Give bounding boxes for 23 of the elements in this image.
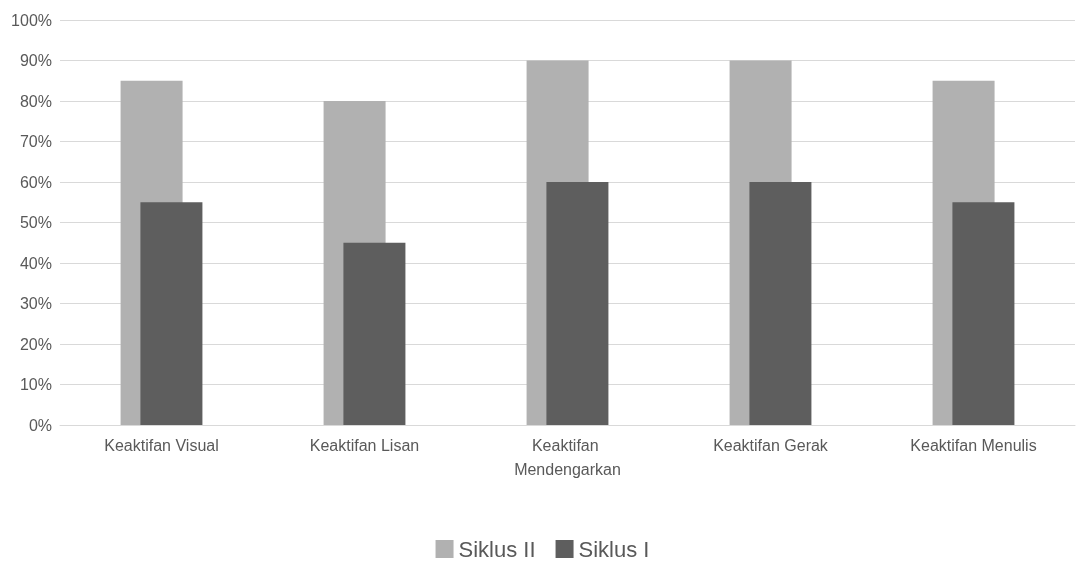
- bar: [546, 182, 609, 425]
- x-tick-label: Keaktifan Visual: [104, 436, 219, 454]
- y-tick-label: 60%: [19, 173, 52, 191]
- y-tick-label: 70%: [19, 133, 52, 150]
- x-tick-label: Keaktifan Lisan: [309, 436, 420, 454]
- legend-label: Siklus I: [578, 536, 650, 562]
- y-tick-label: 20%: [19, 335, 52, 353]
- y-tick-label: 80%: [19, 92, 52, 110]
- y-tick-label: 50%: [19, 214, 52, 231]
- y-tick-label: 100%: [11, 11, 52, 29]
- x-tick-label: Keaktifan Menulis: [910, 436, 1037, 454]
- y-tick-label: 90%: [19, 52, 52, 69]
- y-tick-label: 10%: [19, 376, 52, 393]
- bar: [749, 182, 812, 425]
- bar: [952, 202, 1015, 425]
- legend-label: Siklus II: [458, 536, 536, 562]
- y-tick-label: 30%: [19, 295, 52, 312]
- y-tick-label: 40%: [19, 254, 52, 272]
- x-tick-label: Keaktifan Mendengarkan: [514, 436, 621, 478]
- y-tick-label: 0%: [28, 416, 52, 434]
- bar: [343, 242, 406, 425]
- bar: [140, 202, 203, 425]
- x-tick-label: Keaktifan Gerak: [713, 436, 829, 454]
